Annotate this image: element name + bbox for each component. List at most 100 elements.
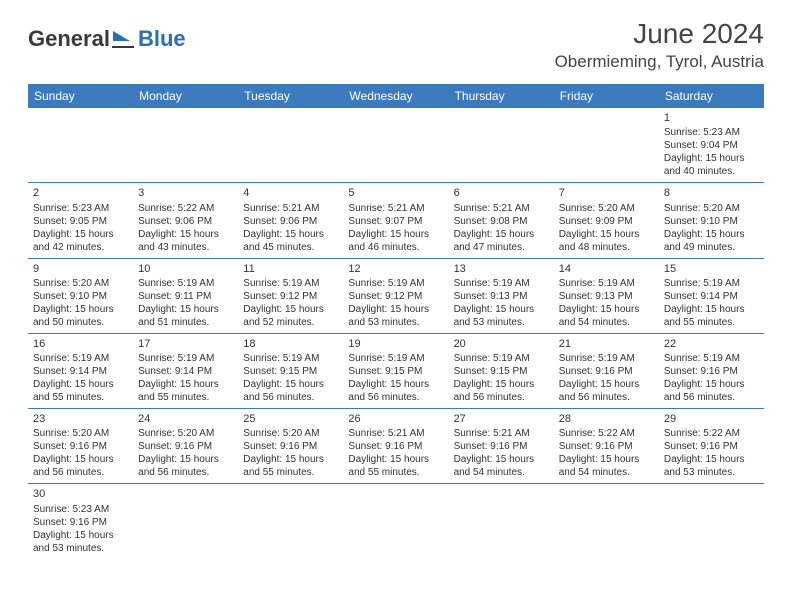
day-detail: Daylight: 15 hours xyxy=(33,378,128,391)
day-number: 10 xyxy=(138,262,233,276)
day-detail: Sunset: 9:10 PM xyxy=(664,215,759,228)
calendar-cell: 16Sunrise: 5:19 AMSunset: 9:14 PMDayligh… xyxy=(28,333,133,408)
calendar-cell: 6Sunrise: 5:21 AMSunset: 9:08 PMDaylight… xyxy=(449,183,554,258)
day-detail: Sunset: 9:14 PM xyxy=(33,365,128,378)
day-detail: and 55 minutes. xyxy=(138,391,233,404)
day-detail: Daylight: 15 hours xyxy=(138,378,233,391)
day-detail: Daylight: 15 hours xyxy=(138,228,233,241)
day-number: 29 xyxy=(664,412,759,426)
calendar-row: 16Sunrise: 5:19 AMSunset: 9:14 PMDayligh… xyxy=(28,333,764,408)
calendar-cell: 9Sunrise: 5:20 AMSunset: 9:10 PMDaylight… xyxy=(28,258,133,333)
day-detail: Sunset: 9:14 PM xyxy=(664,290,759,303)
calendar-cell xyxy=(449,484,554,559)
day-detail: Sunset: 9:15 PM xyxy=(454,365,549,378)
calendar-cell: 24Sunrise: 5:20 AMSunset: 9:16 PMDayligh… xyxy=(133,409,238,484)
day-number: 26 xyxy=(348,412,443,426)
day-detail: Daylight: 15 hours xyxy=(348,228,443,241)
day-detail: Sunset: 9:06 PM xyxy=(138,215,233,228)
calendar-cell: 22Sunrise: 5:19 AMSunset: 9:16 PMDayligh… xyxy=(659,333,764,408)
day-detail: Sunrise: 5:20 AM xyxy=(33,277,128,290)
day-detail: Daylight: 15 hours xyxy=(33,303,128,316)
day-detail: and 55 minutes. xyxy=(243,466,338,479)
day-number: 20 xyxy=(454,337,549,351)
calendar-cell: 8Sunrise: 5:20 AMSunset: 9:10 PMDaylight… xyxy=(659,183,764,258)
day-detail: Daylight: 15 hours xyxy=(243,303,338,316)
calendar-row: 1Sunrise: 5:23 AMSunset: 9:04 PMDaylight… xyxy=(28,108,764,183)
day-detail: Sunrise: 5:19 AM xyxy=(243,277,338,290)
day-detail: and 45 minutes. xyxy=(243,241,338,254)
day-detail: Sunrise: 5:21 AM xyxy=(348,202,443,215)
day-number: 24 xyxy=(138,412,233,426)
calendar-cell: 10Sunrise: 5:19 AMSunset: 9:11 PMDayligh… xyxy=(133,258,238,333)
day-number: 18 xyxy=(243,337,338,351)
calendar-cell: 14Sunrise: 5:19 AMSunset: 9:13 PMDayligh… xyxy=(554,258,659,333)
calendar-head: Sunday Monday Tuesday Wednesday Thursday… xyxy=(28,84,764,108)
logo-text-2: Blue xyxy=(138,26,186,52)
day-detail: Daylight: 15 hours xyxy=(243,378,338,391)
day-detail: and 42 minutes. xyxy=(33,241,128,254)
day-detail: Sunset: 9:08 PM xyxy=(454,215,549,228)
day-detail: Daylight: 15 hours xyxy=(138,453,233,466)
day-detail: and 47 minutes. xyxy=(454,241,549,254)
day-detail: Sunrise: 5:20 AM xyxy=(559,202,654,215)
day-detail: Sunrise: 5:19 AM xyxy=(348,277,443,290)
calendar-cell: 21Sunrise: 5:19 AMSunset: 9:16 PMDayligh… xyxy=(554,333,659,408)
day-number: 16 xyxy=(33,337,128,351)
day-detail: and 53 minutes. xyxy=(33,542,128,555)
day-detail: Sunset: 9:16 PM xyxy=(664,440,759,453)
day-detail: Sunrise: 5:20 AM xyxy=(33,427,128,440)
day-detail: and 55 minutes. xyxy=(33,391,128,404)
calendar-cell xyxy=(238,108,343,183)
day-detail: Sunset: 9:15 PM xyxy=(243,365,338,378)
day-detail: Sunset: 9:16 PM xyxy=(348,440,443,453)
day-detail: Sunrise: 5:19 AM xyxy=(33,352,128,365)
calendar-cell: 23Sunrise: 5:20 AMSunset: 9:16 PMDayligh… xyxy=(28,409,133,484)
day-detail: and 56 minutes. xyxy=(559,391,654,404)
day-detail: and 52 minutes. xyxy=(243,316,338,329)
day-number: 14 xyxy=(559,262,654,276)
calendar-row: 9Sunrise: 5:20 AMSunset: 9:10 PMDaylight… xyxy=(28,258,764,333)
dayhead-wed: Wednesday xyxy=(343,84,448,108)
day-detail: Daylight: 15 hours xyxy=(454,378,549,391)
calendar-cell xyxy=(28,108,133,183)
day-detail: and 53 minutes. xyxy=(454,316,549,329)
calendar-cell xyxy=(343,484,448,559)
day-detail: Sunrise: 5:22 AM xyxy=(138,202,233,215)
day-detail: Daylight: 15 hours xyxy=(559,303,654,316)
day-detail: Sunrise: 5:22 AM xyxy=(559,427,654,440)
calendar-cell xyxy=(554,484,659,559)
day-detail: Sunrise: 5:23 AM xyxy=(664,126,759,139)
location-subtitle: Obermieming, Tyrol, Austria xyxy=(555,52,764,72)
day-detail: Sunset: 9:16 PM xyxy=(243,440,338,453)
day-detail: Sunrise: 5:19 AM xyxy=(664,352,759,365)
day-detail: Sunset: 9:06 PM xyxy=(243,215,338,228)
day-detail: Sunset: 9:14 PM xyxy=(138,365,233,378)
logo: General Blue xyxy=(28,26,186,52)
day-detail: Sunset: 9:16 PM xyxy=(559,440,654,453)
day-number: 11 xyxy=(243,262,338,276)
day-detail: Sunset: 9:16 PM xyxy=(33,440,128,453)
calendar-cell xyxy=(343,108,448,183)
day-number: 2 xyxy=(33,186,128,200)
day-number: 17 xyxy=(138,337,233,351)
day-number: 8 xyxy=(664,186,759,200)
day-number: 5 xyxy=(348,186,443,200)
dayhead-fri: Friday xyxy=(554,84,659,108)
day-detail: Sunrise: 5:19 AM xyxy=(559,352,654,365)
day-detail: and 40 minutes. xyxy=(664,165,759,178)
calendar-cell: 25Sunrise: 5:20 AMSunset: 9:16 PMDayligh… xyxy=(238,409,343,484)
day-detail: and 54 minutes. xyxy=(559,466,654,479)
day-detail: Daylight: 15 hours xyxy=(348,303,443,316)
day-detail: and 56 minutes. xyxy=(33,466,128,479)
day-number: 13 xyxy=(454,262,549,276)
logo-text-1: General xyxy=(28,26,110,52)
day-number: 9 xyxy=(33,262,128,276)
day-number: 28 xyxy=(559,412,654,426)
day-detail: and 54 minutes. xyxy=(454,466,549,479)
calendar-cell xyxy=(554,108,659,183)
dayhead-sat: Saturday xyxy=(659,84,764,108)
day-detail: and 56 minutes. xyxy=(138,466,233,479)
calendar-cell: 19Sunrise: 5:19 AMSunset: 9:15 PMDayligh… xyxy=(343,333,448,408)
day-number: 25 xyxy=(243,412,338,426)
day-detail: and 56 minutes. xyxy=(664,391,759,404)
